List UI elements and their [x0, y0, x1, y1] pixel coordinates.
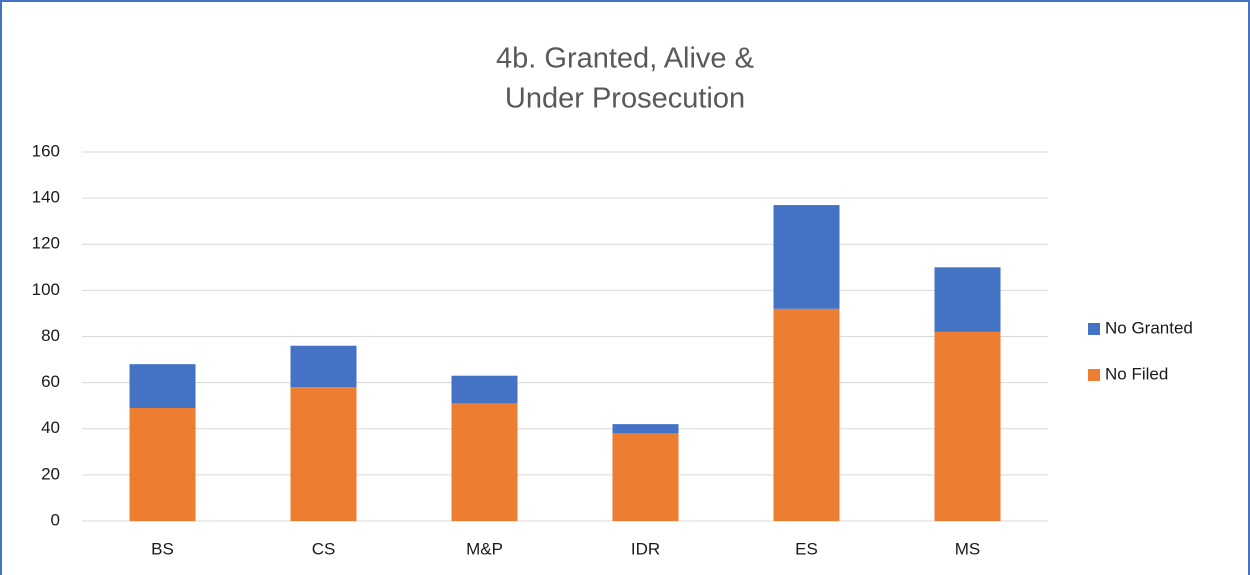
y-tick-label: 100	[32, 280, 60, 299]
y-tick-label: 160	[32, 141, 60, 160]
y-tick-label: 20	[41, 464, 60, 483]
x-tick-label: ES	[795, 539, 818, 558]
x-tick-label: M&P	[466, 539, 503, 558]
legend-label: No Filed	[1105, 364, 1168, 383]
x-tick-label: IDR	[631, 539, 660, 558]
legend-swatch	[1088, 323, 1100, 335]
bar-segment	[612, 424, 679, 434]
x-tick-label: CS	[312, 539, 336, 558]
bar-segment	[934, 267, 1001, 332]
legend-swatch	[1088, 369, 1100, 381]
bar-segment	[129, 407, 196, 521]
y-tick-label: 0	[51, 510, 60, 529]
bar-segment	[934, 331, 1001, 521]
y-tick-label: 140	[32, 188, 60, 207]
y-tick-label: 80	[41, 326, 60, 345]
chart-title: Under Prosecution	[505, 83, 745, 115]
bar-segment	[129, 364, 196, 408]
chart-title: 4b. Granted, Alive &	[496, 43, 754, 75]
y-tick-label: 40	[41, 418, 60, 437]
bar-segment	[451, 403, 518, 521]
y-tick-label: 60	[41, 372, 60, 391]
bar-segment	[290, 387, 357, 521]
y-tick-label: 120	[32, 234, 60, 253]
bar-segment	[451, 375, 518, 404]
bar-segment	[612, 433, 679, 521]
bar-segment	[290, 345, 357, 388]
x-tick-label: MS	[955, 539, 981, 558]
x-tick-label: BS	[151, 539, 174, 558]
legend-label: No Granted	[1105, 318, 1193, 337]
bar-segment	[773, 308, 840, 521]
bar-segment	[773, 205, 840, 309]
